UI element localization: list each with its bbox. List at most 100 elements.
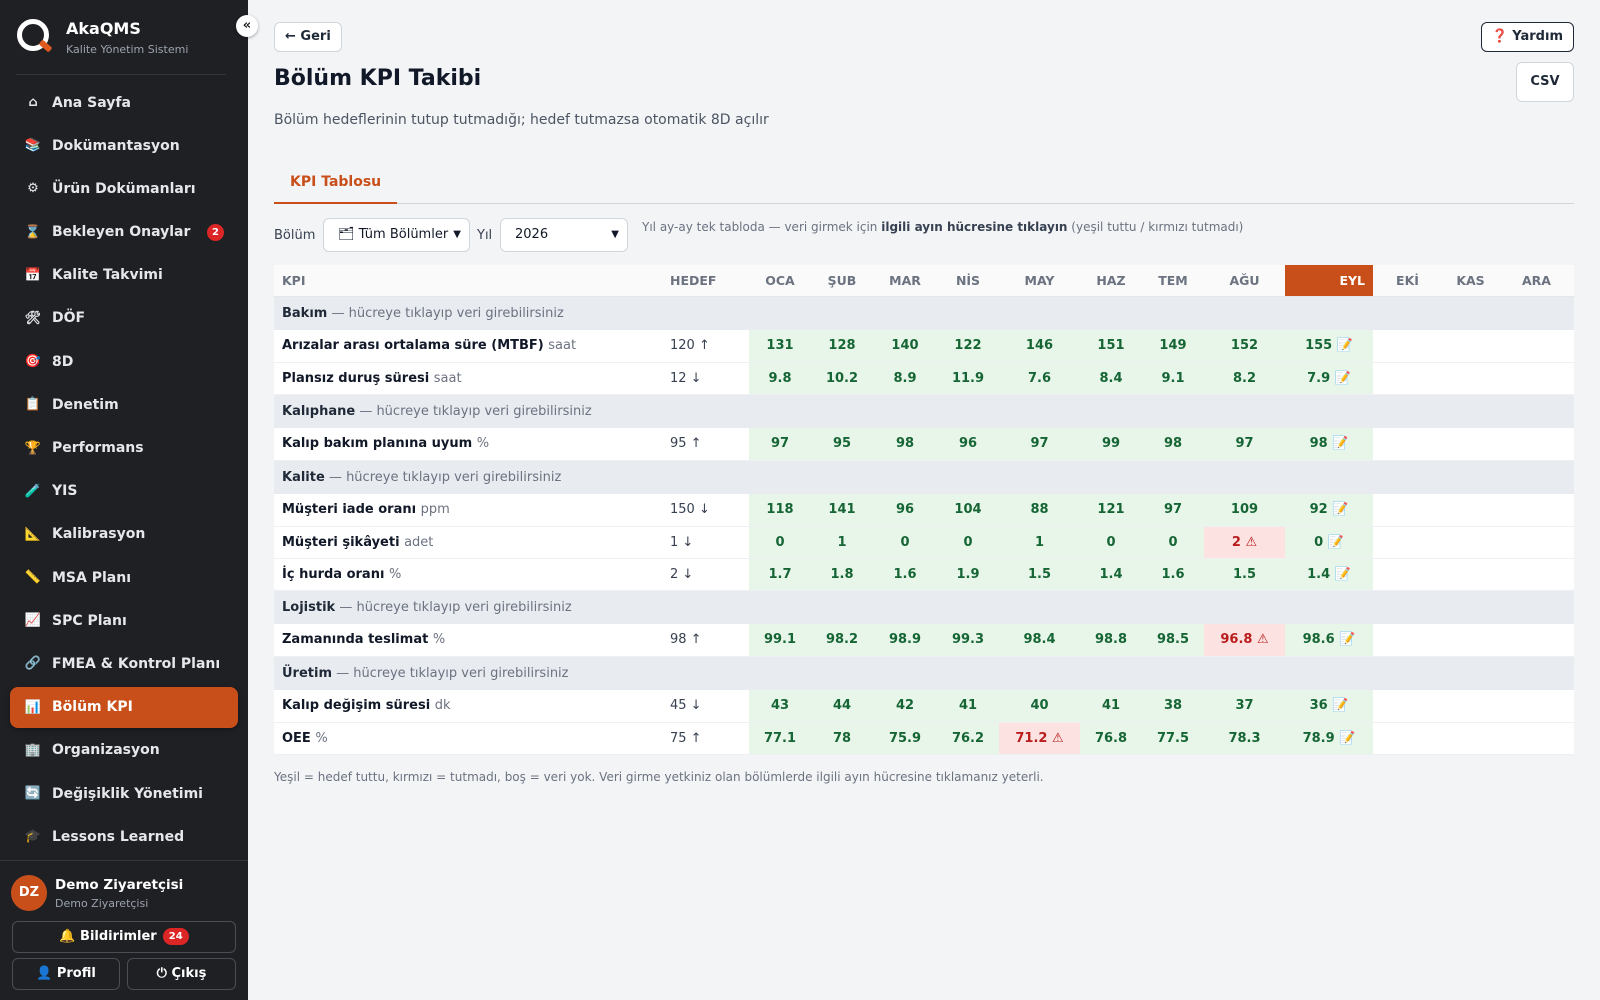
kpi-value-cell[interactable]: 98.4 <box>999 624 1080 657</box>
kpi-value-cell[interactable]: 7.6 <box>999 362 1080 395</box>
profile-button[interactable]: 👤 Profil <box>12 958 120 990</box>
kpi-value-cell[interactable]: 95 <box>811 428 873 461</box>
kpi-value-cell[interactable] <box>1499 624 1574 657</box>
edit-icon[interactable]: 📝 <box>1334 370 1351 386</box>
kpi-value-cell[interactable]: 11.9 <box>937 362 999 395</box>
column-header-target[interactable]: HEDEF <box>662 265 749 297</box>
kpi-value-cell[interactable] <box>1373 330 1442 363</box>
kpi-value-cell[interactable]: 0 <box>749 526 811 559</box>
sidebar-item-ana-sayfa[interactable]: ⌂ Ana Sayfa <box>10 82 238 123</box>
kpi-value-cell[interactable] <box>1499 428 1574 461</box>
sidebar-item-kalibrasyon[interactable]: 📐 Kalibrasyon <box>10 514 238 555</box>
sidebar-item-performans[interactable]: 🏆 Performans <box>10 428 238 469</box>
kpi-value-cell[interactable]: 97 <box>749 428 811 461</box>
sidebar-item-msa-planı[interactable]: 📏 MSA Planı <box>10 557 238 598</box>
kpi-value-cell[interactable]: 98.9 <box>873 624 937 657</box>
column-header-month[interactable]: MAR <box>873 265 937 297</box>
column-header-month[interactable]: EKİ <box>1373 265 1442 297</box>
kpi-value-cell[interactable]: 8.9 <box>873 362 937 395</box>
kpi-value-cell[interactable] <box>1373 558 1442 591</box>
kpi-value-cell[interactable]: 98 <box>1142 428 1204 461</box>
kpi-value-cell[interactable]: 98.2 <box>811 624 873 657</box>
kpi-value-cell[interactable]: 36 📝 <box>1285 690 1373 723</box>
kpi-value-cell[interactable]: 118 <box>749 494 811 527</box>
kpi-value-cell[interactable]: 78.9 📝 <box>1285 722 1373 755</box>
kpi-value-cell[interactable]: 41 <box>1080 690 1142 723</box>
kpi-value-cell[interactable]: 1 <box>999 526 1080 559</box>
edit-icon[interactable]: 📝 <box>1334 566 1351 582</box>
kpi-value-cell[interactable]: 140 <box>873 330 937 363</box>
sidebar-item-yis[interactable]: 🧪 YIS <box>10 471 238 512</box>
sidebar-item-bölüm-kpi[interactable]: 📊 Bölüm KPI <box>10 686 238 728</box>
kpi-value-cell[interactable]: 149 <box>1142 330 1204 363</box>
kpi-value-cell[interactable] <box>1373 624 1442 657</box>
help-button[interactable]: ❓ Yardım <box>1480 22 1574 52</box>
csv-export-button[interactable]: CSV <box>1516 62 1574 102</box>
kpi-value-cell[interactable] <box>1442 330 1499 363</box>
kpi-value-cell[interactable]: 97 <box>1204 428 1285 461</box>
kpi-value-cell[interactable] <box>1499 558 1574 591</box>
kpi-value-cell[interactable]: 9.8 <box>749 362 811 395</box>
avatar[interactable]: DZ <box>11 875 47 911</box>
column-header-month[interactable]: EYL <box>1285 265 1373 297</box>
kpi-value-cell[interactable] <box>1442 558 1499 591</box>
kpi-value-cell[interactable]: 88 <box>999 494 1080 527</box>
kpi-value-cell[interactable]: 98.6 📝 <box>1285 624 1373 657</box>
column-header-month[interactable]: AĞU <box>1204 265 1285 297</box>
kpi-value-cell[interactable]: 99 <box>1080 428 1142 461</box>
brand[interactable]: AkaQMS Kalite Yönetim Sistemi <box>16 18 188 56</box>
sidebar-item-bekleyen-onaylar[interactable]: ⌛ Bekleyen Onaylar 2 <box>10 212 238 253</box>
kpi-value-cell[interactable]: 78 <box>811 722 873 755</box>
kpi-value-cell[interactable] <box>1442 494 1499 527</box>
kpi-value-cell[interactable]: 98.5 <box>1142 624 1204 657</box>
sidebar-item-döf[interactable]: 🛠 DÖF <box>10 298 238 339</box>
column-header-month[interactable]: OCA <box>749 265 811 297</box>
kpi-value-cell[interactable] <box>1499 330 1574 363</box>
logout-button[interactable]: ⏻ Çıkış <box>127 958 236 990</box>
kpi-value-cell[interactable] <box>1442 690 1499 723</box>
kpi-value-cell[interactable]: 1.6 <box>1142 558 1204 591</box>
column-header-month[interactable]: NİS <box>937 265 999 297</box>
edit-icon[interactable]: 📝 <box>1332 436 1349 452</box>
kpi-value-cell[interactable]: 104 <box>937 494 999 527</box>
kpi-value-cell[interactable]: 0 <box>1080 526 1142 559</box>
sidebar-item-dokümantasyon[interactable]: 📚 Dokümantasyon <box>10 125 238 166</box>
kpi-value-cell[interactable]: 1.5 <box>1204 558 1285 591</box>
edit-icon[interactable]: 📝 <box>1332 502 1349 518</box>
kpi-value-cell[interactable]: 2 ⚠ <box>1204 526 1285 559</box>
kpi-value-cell[interactable]: 1.8 <box>811 558 873 591</box>
sidebar-item-8d[interactable]: 🎯 8D <box>10 341 238 382</box>
kpi-value-cell[interactable]: 9.1 <box>1142 362 1204 395</box>
kpi-value-cell[interactable]: 8.4 <box>1080 362 1142 395</box>
kpi-value-cell[interactable]: 43 <box>749 690 811 723</box>
kpi-value-cell[interactable]: 10.2 <box>811 362 873 395</box>
kpi-value-cell[interactable]: 122 <box>937 330 999 363</box>
sidebar-item-fmea-kontrol-planı[interactable]: 🔗 FMEA & Kontrol Planı <box>10 643 238 684</box>
kpi-value-cell[interactable] <box>1499 494 1574 527</box>
kpi-value-cell[interactable]: 77.5 <box>1142 722 1204 755</box>
kpi-value-cell[interactable]: 155 📝 <box>1285 330 1373 363</box>
edit-icon[interactable]: 📝 <box>1336 338 1353 354</box>
kpi-value-cell[interactable]: 76.2 <box>937 722 999 755</box>
kpi-value-cell[interactable]: 78.3 <box>1204 722 1285 755</box>
kpi-value-cell[interactable]: 141 <box>811 494 873 527</box>
kpi-value-cell[interactable]: 1.6 <box>873 558 937 591</box>
kpi-value-cell[interactable]: 146 <box>999 330 1080 363</box>
sidebar-item-organizasyon[interactable]: 🏢 Organizasyon <box>10 730 238 771</box>
sidebar-item-lessons-learned[interactable]: 🎓 Lessons Learned <box>10 816 238 857</box>
kpi-value-cell[interactable]: 1.7 <box>749 558 811 591</box>
column-header-month[interactable]: ARA <box>1499 265 1574 297</box>
sidebar-item-değişiklik-yönetimi[interactable]: 🔄 Değişiklik Yönetimi <box>10 773 238 814</box>
kpi-value-cell[interactable]: 109 <box>1204 494 1285 527</box>
kpi-value-cell[interactable]: 98 <box>873 428 937 461</box>
kpi-value-cell[interactable]: 97 <box>999 428 1080 461</box>
kpi-value-cell[interactable] <box>1499 526 1574 559</box>
sidebar-item-ürün-dokümanları[interactable]: ⚙ Ürün Dokümanları <box>10 168 238 209</box>
kpi-value-cell[interactable] <box>1442 362 1499 395</box>
column-header-month[interactable]: HAZ <box>1080 265 1142 297</box>
kpi-value-cell[interactable]: 1.4 📝 <box>1285 558 1373 591</box>
kpi-value-cell[interactable]: 1.5 <box>999 558 1080 591</box>
year-select[interactable]: 2026 ▼ <box>500 218 628 252</box>
kpi-value-cell[interactable]: 0 <box>937 526 999 559</box>
kpi-value-cell[interactable]: 8.2 <box>1204 362 1285 395</box>
